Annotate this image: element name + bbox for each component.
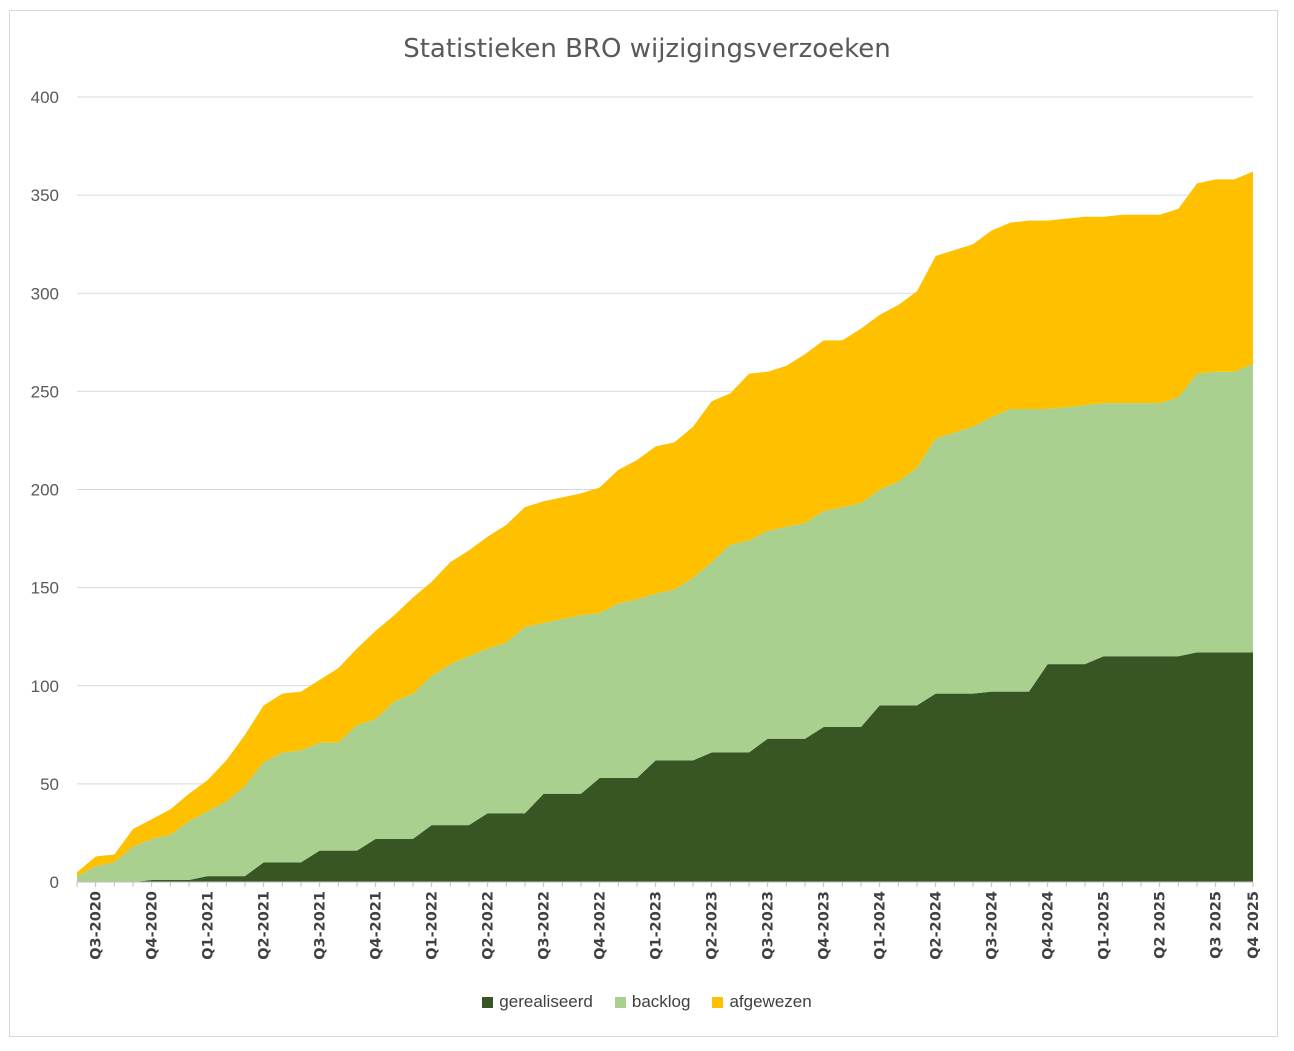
x-tick-label-Q3-2024: Q3-2024 — [985, 891, 1001, 960]
x-tick-label-Q2-2021: Q2-2021 — [257, 891, 273, 960]
legend-swatch-backlog — [614, 996, 626, 1008]
x-tick-label-Q2-2022: Q2-2022 — [481, 891, 497, 960]
legend-swatch-afgewezen — [712, 996, 724, 1008]
legend-label-backlog: backlog — [631, 992, 691, 1011]
legend-label-afgewezen: afgewezen — [729, 992, 812, 1011]
area-afgewezen — [77, 171, 1253, 877]
legend-swatch-gerealiseerd — [482, 996, 494, 1008]
x-tick-label-Q2-2024: Q2-2024 — [929, 891, 945, 960]
y-tick-label-200: 200 — [31, 481, 59, 500]
y-tick-label-250: 250 — [31, 382, 59, 401]
x-tick-label-Q4-2022: Q4-2022 — [593, 891, 609, 960]
x-tick-label-Q1-2025: Q1-2025 — [1097, 891, 1113, 960]
x-tick-label-Q3-2021: Q3-2021 — [313, 891, 329, 960]
x-tick-label-Q2-2023: Q2-2023 — [705, 891, 721, 960]
y-tick-label-300: 300 — [31, 284, 59, 303]
legend-item-afgewezen: afgewezen — [712, 992, 812, 1012]
area-backlog — [77, 363, 1253, 882]
x-tick-label-Q1-2023: Q1-2023 — [649, 891, 665, 960]
legend-item-backlog: backlog — [614, 992, 691, 1012]
y-tick-label-50: 50 — [40, 775, 59, 794]
x-tick-label-Q3-2023: Q3-2023 — [761, 891, 777, 960]
y-tick-label-350: 350 — [31, 186, 59, 205]
y-tick-label-0: 0 — [50, 873, 59, 892]
area-gerealiseerd — [77, 652, 1253, 882]
x-tick-label-Q1-2022: Q1-2022 — [425, 891, 441, 960]
legend-item-gerealiseerd: gerealiseerd — [482, 992, 593, 1012]
x-tick-label-Q3-2020: Q3-2020 — [89, 891, 105, 960]
x-tick-label-Q4-2020: Q4-2020 — [145, 891, 161, 960]
x-tick-label-Q2 2025: Q2 2025 — [1153, 891, 1169, 959]
legend-label-gerealiseerd: gerealiseerd — [499, 992, 593, 1011]
x-tick-label-Q4 2025: Q4 2025 — [1246, 891, 1262, 959]
y-tick-label-400: 400 — [31, 88, 59, 107]
x-tick-label-Q1-2024: Q1-2024 — [873, 891, 889, 960]
x-tick-label-Q3 2025: Q3 2025 — [1209, 891, 1225, 959]
x-tick-label-Q4-2021: Q4-2021 — [369, 891, 385, 960]
chart-title: Statistieken BRO wijzigingsverzoeken — [403, 34, 891, 64]
x-tick-label-Q3-2022: Q3-2022 — [537, 891, 553, 960]
x-tick-label-Q4-2023: Q4-2023 — [817, 891, 833, 960]
x-tick-label-Q1-2021: Q1-2021 — [201, 891, 217, 960]
y-tick-label-100: 100 — [31, 677, 59, 696]
legend: gerealiseerd backlog afgewezen — [0, 992, 1294, 1012]
x-tick-label-Q4-2024: Q4-2024 — [1041, 891, 1057, 960]
y-tick-label-150: 150 — [31, 579, 59, 598]
